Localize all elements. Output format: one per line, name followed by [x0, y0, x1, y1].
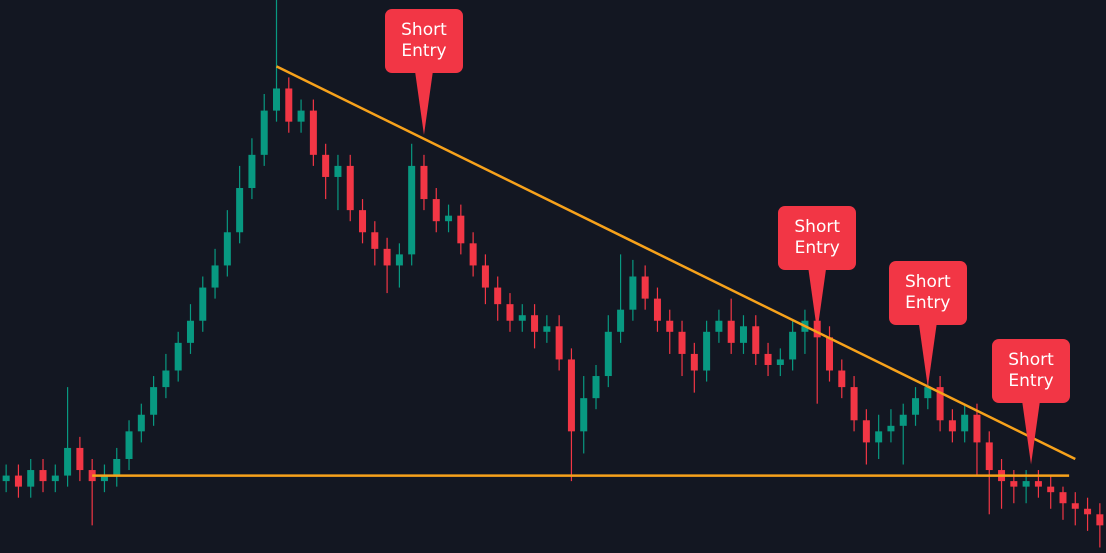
candle-body: [653, 298, 661, 321]
candle-body: [273, 88, 280, 111]
candle-body: [776, 359, 784, 365]
candle-body: [887, 425, 895, 432]
candle-body: [727, 320, 735, 343]
candle-body: [985, 442, 993, 471]
candle-body: [936, 387, 944, 421]
callout-label: Short Entry: [992, 338, 1071, 403]
candle-body: [973, 414, 981, 443]
candle-body: [580, 398, 588, 432]
candle-body: [1071, 503, 1079, 509]
candle-body: [899, 414, 907, 426]
candle-body: [703, 331, 711, 371]
candle-body: [494, 287, 502, 305]
candle-body: [469, 243, 477, 266]
trend-line: [275, 65, 1076, 461]
candle-body: [420, 165, 428, 200]
candle-body: [309, 110, 317, 155]
candle-body: [371, 232, 379, 249]
candle-body: [1022, 481, 1030, 487]
candle-body: [666, 320, 674, 332]
candle-body: [211, 265, 219, 288]
candle-body: [432, 199, 440, 222]
candle-body: [334, 165, 342, 177]
candle-body: [850, 387, 858, 421]
candle-body: [1047, 486, 1055, 493]
candle-body: [1084, 508, 1092, 515]
candle-body: [51, 475, 59, 482]
candle-body: [1034, 481, 1042, 487]
candle-body: [826, 337, 833, 371]
candle-body: [567, 359, 575, 432]
candle-body: [383, 248, 391, 266]
candle-body: [408, 165, 416, 255]
callout-label: Short Entry: [384, 8, 463, 73]
candle-body: [1059, 492, 1067, 504]
callout-pointer: [1022, 400, 1041, 465]
candle-body: [838, 370, 846, 388]
candle-body: [948, 420, 956, 432]
candle-body: [199, 287, 207, 321]
candle-body: [2, 475, 10, 482]
candle-body: [137, 414, 145, 432]
candle-body: [457, 215, 465, 244]
candle-body: [76, 447, 84, 471]
callout-pointer: [414, 70, 433, 135]
candle-body: [961, 414, 969, 432]
candle-body: [739, 326, 747, 343]
candle-body: [14, 475, 22, 487]
candle-body: [875, 431, 883, 443]
candle-body: [236, 188, 244, 233]
candle-body: [641, 276, 649, 299]
candle-body: [629, 276, 637, 310]
candle-body: [924, 387, 932, 399]
candle-body: [617, 309, 625, 332]
callout-pointer: [808, 267, 827, 332]
candle-body: [592, 376, 600, 399]
candle-body: [223, 232, 231, 266]
candle-body: [64, 447, 72, 476]
candle-body: [531, 315, 539, 332]
candle-body: [113, 458, 121, 476]
candle-body: [481, 265, 489, 288]
candle-body: [518, 315, 526, 321]
candle-body: [260, 110, 268, 155]
candle-body: [690, 353, 698, 371]
callout-label: Short Entry: [888, 261, 967, 326]
candle-body: [27, 470, 35, 487]
candle-body: [297, 110, 305, 122]
candle-body: [248, 154, 256, 189]
candle-body: [162, 370, 170, 388]
candle-body: [506, 304, 514, 321]
candle-body: [39, 470, 47, 482]
candle-body: [678, 331, 686, 354]
candle-body: [789, 331, 797, 360]
candle-body: [752, 326, 760, 354]
candle-body: [322, 154, 330, 177]
callout-pointer: [918, 323, 937, 388]
candle-body: [764, 353, 772, 365]
candle-body: [445, 215, 453, 222]
candle-body: [359, 210, 367, 233]
candle-body: [346, 165, 354, 211]
candle-body: [555, 326, 563, 360]
candle-body: [174, 342, 182, 371]
candle-body: [285, 88, 293, 122]
candle-body: [1010, 481, 1018, 487]
candle-body: [1096, 514, 1104, 526]
candle-body: [604, 331, 612, 377]
candle-body: [150, 387, 158, 415]
candle-body: [543, 326, 551, 332]
candle-body: [100, 475, 108, 482]
candle-body: [125, 431, 133, 459]
candle-body: [862, 420, 870, 443]
candle-body: [186, 320, 194, 343]
candle-body: [715, 320, 723, 332]
candle-body: [395, 254, 403, 266]
callout-label: Short Entry: [778, 205, 857, 270]
candle-body: [912, 398, 920, 415]
